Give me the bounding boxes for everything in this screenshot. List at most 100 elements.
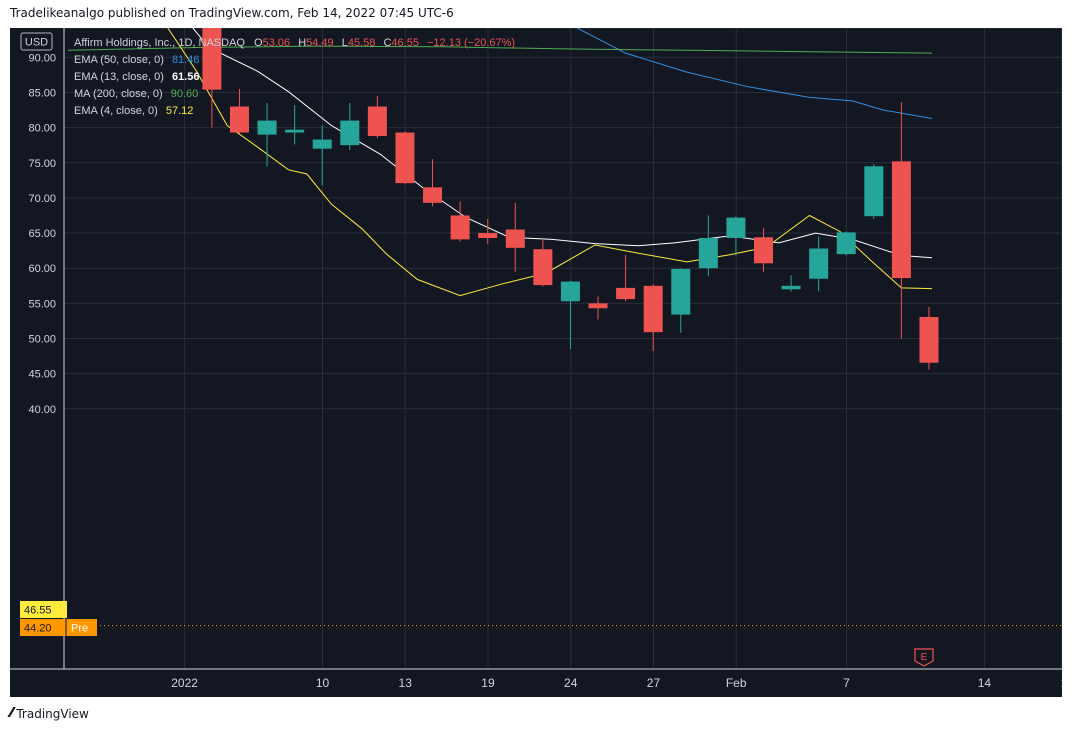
candle[interactable] [588, 296, 608, 320]
candle-body [312, 139, 332, 149]
y-tick-label: 40.00 [28, 404, 56, 416]
legend: Affirm Holdings, Inc., 1D, NASDAQ O53.06… [74, 37, 515, 117]
candle[interactable] [478, 218, 498, 244]
legend-ema13-label: EMA (13, close, 0) [74, 71, 164, 83]
candle[interactable] [257, 102, 277, 167]
legend-ema4-value: 57.12 [166, 105, 194, 117]
x-tick-label: 10 [316, 676, 330, 690]
premarket-price-tag [20, 619, 97, 636]
candle[interactable] [450, 201, 470, 242]
candle[interactable] [202, 28, 222, 128]
legend-ema4[interactable]: EMA (4, close, 0) 57.12 [74, 105, 193, 117]
legend-ema13[interactable]: EMA (13, close, 0) 61.56 [74, 71, 199, 83]
series-line-1 [192, 28, 933, 259]
candle-body [864, 166, 884, 217]
legend-low-key: L [342, 37, 348, 49]
x-tick-label: 2022 [171, 676, 198, 690]
candle[interactable] [229, 88, 249, 134]
candle-body [423, 187, 443, 203]
chart-panel[interactable]: 125.00120.00115.00110.00105.00100.0095.0… [10, 28, 1062, 697]
indicator-lines [67, 28, 933, 297]
legend-low-value: 45.58 [348, 37, 376, 49]
candle[interactable] [891, 102, 911, 339]
y-tick-label: 75.00 [28, 158, 56, 170]
last-price-value: 46.55 [24, 605, 52, 617]
candle-body [891, 161, 911, 279]
x-tick-label: Feb [726, 676, 747, 690]
candle-body [560, 281, 580, 302]
candle-body [698, 237, 718, 269]
premarket-tag-label: Pre [71, 623, 88, 635]
candle[interactable] [505, 202, 525, 272]
earnings-icon[interactable]: E [914, 648, 934, 667]
candle[interactable] [367, 95, 387, 139]
y-tick-label: 60.00 [28, 263, 56, 275]
candle[interactable] [643, 284, 663, 352]
candle-body [809, 248, 829, 279]
candle-body [671, 268, 691, 315]
candles [202, 28, 939, 370]
candle[interactable] [864, 164, 884, 219]
legend-ma200[interactable]: MA (200, close, 0) 90.60 [74, 88, 198, 100]
y-tick-label: 85.00 [28, 87, 56, 99]
candle-body [836, 232, 856, 255]
currency-label: USD [25, 37, 48, 49]
x-tick-label: 27 [647, 676, 661, 690]
candle[interactable] [781, 275, 801, 292]
y-tick-label: 70.00 [28, 193, 56, 205]
last-price-tag [20, 601, 67, 618]
candle-body [781, 285, 801, 290]
legend-close-value: 46.55 [391, 37, 419, 49]
legend-change: −12.13 (−20.67%) [427, 37, 515, 49]
legend-ema50[interactable]: EMA (50, close, 0) 81.46 [74, 54, 199, 66]
candle[interactable] [312, 125, 332, 186]
legend-symbol: Affirm Holdings, Inc., 1D, NASDAQ [74, 37, 245, 49]
premarket-price-value: 44.20 [24, 623, 52, 635]
x-axis-labels: 2022 10 13 19 24 27 Feb 7 14 17 [171, 676, 1062, 690]
candle[interactable] [698, 215, 718, 276]
currency-badge[interactable] [20, 32, 53, 51]
candle[interactable] [340, 102, 360, 151]
legend-main-row[interactable]: Affirm Holdings, Inc., 1D, NASDAQ O53.06… [74, 37, 515, 49]
footer-branding[interactable]: ⁄⁄ TradingView [10, 706, 89, 721]
candle-body [367, 106, 387, 137]
series-line-3 [167, 28, 933, 297]
candle[interactable] [560, 280, 580, 350]
x-tick-label: 14 [978, 676, 992, 690]
legend-ma200-label: MA (200, close, 0) [74, 88, 163, 100]
candle[interactable] [423, 159, 443, 207]
candle[interactable] [919, 306, 939, 370]
candle-body [257, 120, 277, 135]
candle[interactable] [395, 131, 415, 184]
candle[interactable] [809, 236, 829, 292]
series-line-0 [575, 28, 933, 119]
candle[interactable] [726, 216, 746, 256]
candle[interactable] [671, 268, 691, 333]
x-tick-label: 7 [843, 676, 850, 690]
candle[interactable] [285, 105, 305, 145]
candle[interactable] [754, 228, 773, 272]
legend-ema50-label: EMA (50, close, 0) [74, 54, 164, 66]
candle-body [726, 217, 746, 238]
y-tick-label: 80.00 [28, 123, 56, 135]
candle-body [478, 233, 498, 238]
candle-body [395, 132, 415, 184]
y-tick-label: 65.00 [28, 228, 56, 240]
candle[interactable] [836, 231, 856, 256]
earnings-label: E [921, 652, 928, 663]
candlestick-chart[interactable]: 125.00120.00115.00110.00105.00100.0095.0… [10, 28, 1062, 697]
plot-frame [63, 28, 1062, 670]
candle-body [229, 106, 249, 133]
candle-body [202, 28, 222, 90]
grid [64, 28, 1062, 669]
legend-high-key: H [298, 37, 306, 49]
candle-body [588, 303, 608, 309]
candle[interactable] [616, 254, 636, 302]
candle-body [533, 249, 553, 286]
candle-body [505, 229, 525, 248]
x-tick-label: 17 [1060, 676, 1062, 690]
y-tick-label: 90.00 [28, 52, 56, 64]
candle[interactable] [533, 240, 553, 287]
publication-line: Tradelikeanalgo published on TradingView… [10, 6, 454, 20]
legend-open-key: O [254, 37, 263, 49]
